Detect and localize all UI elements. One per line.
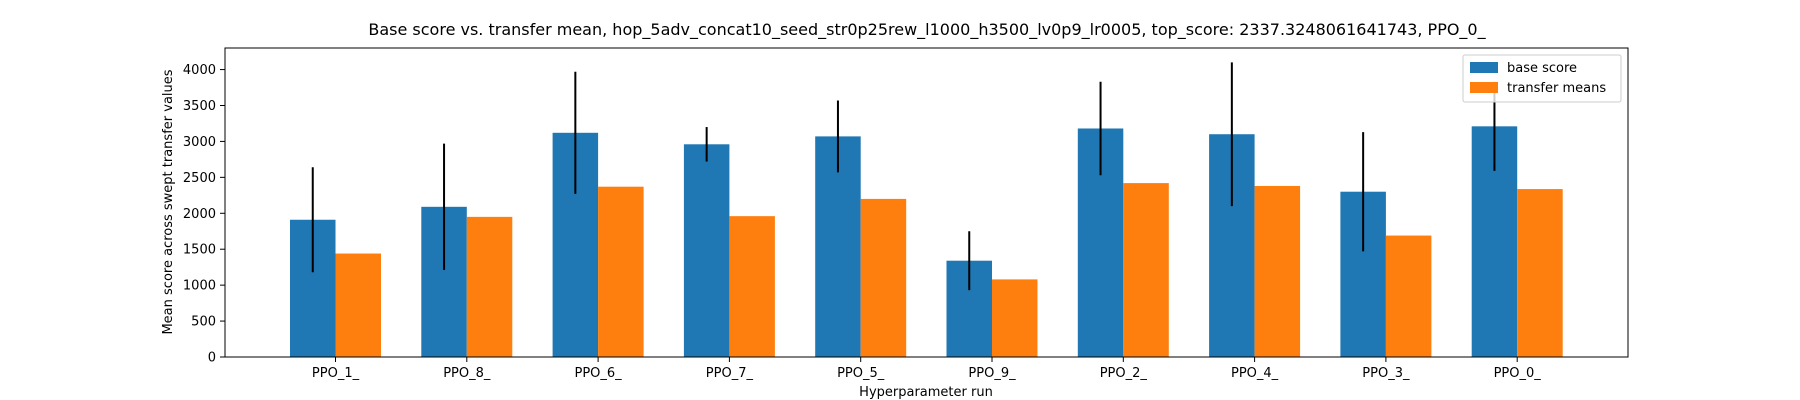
y-tick-label: 4000 bbox=[183, 63, 216, 78]
y-tick-label: 3000 bbox=[183, 135, 216, 150]
x-tick-label: PPO_2_ bbox=[1100, 366, 1148, 381]
x-tick-label: PPO_6_ bbox=[575, 366, 623, 381]
y-axis-label: Mean score across swept transfer values bbox=[161, 69, 176, 334]
plot-frame bbox=[224, 47, 1629, 358]
x-tick-label: PPO_1_ bbox=[312, 366, 360, 381]
bar-transfer-means-PPO_3_ bbox=[1385, 235, 1432, 357]
y-tick-label: 3500 bbox=[183, 99, 216, 114]
bar-transfer-means-PPO_0_ bbox=[1517, 189, 1563, 357]
bar-transfer-means-PPO_5_ bbox=[860, 198, 907, 357]
x-tick-label: PPO_7_ bbox=[706, 366, 754, 381]
bar-transfer-means-PPO_6_ bbox=[598, 186, 644, 357]
legend-label-base-score: base score bbox=[1507, 61, 1577, 76]
plot-area bbox=[290, 62, 1563, 357]
x-axis-label: Hyperparameter run bbox=[859, 385, 993, 400]
bar-transfer-means-PPO_9_ bbox=[992, 279, 1038, 357]
bar-base-score-PPO_5_ bbox=[815, 136, 861, 357]
y-tick-label: 2500 bbox=[183, 171, 216, 186]
legend-swatch-transfer-means bbox=[1470, 82, 1498, 93]
x-tick-label: PPO_3_ bbox=[1362, 366, 1410, 381]
legend: base score transfer means bbox=[1462, 54, 1622, 103]
x-tick-label: PPO_8_ bbox=[443, 366, 491, 381]
y-tick-label: 0 bbox=[208, 351, 216, 366]
x-tick-label: PPO_5_ bbox=[837, 366, 885, 381]
legend-swatch-base-score bbox=[1470, 62, 1498, 73]
y-tick-label: 1000 bbox=[183, 279, 216, 294]
bar-transfer-means-PPO_1_ bbox=[335, 253, 381, 357]
legend-box bbox=[1462, 54, 1622, 103]
bar-transfer-means-PPO_2_ bbox=[1123, 183, 1169, 357]
y-tick-label: 500 bbox=[191, 315, 216, 330]
x-tick-label: PPO_0_ bbox=[1494, 366, 1542, 381]
y-tick-label: 1500 bbox=[183, 243, 216, 258]
bar-base-score-PPO_7_ bbox=[683, 144, 730, 357]
x-tick-label: PPO_9_ bbox=[968, 366, 1016, 381]
y-tick-label: 2000 bbox=[183, 207, 216, 222]
chart-title: Base score vs. transfer mean, hop_5adv_c… bbox=[368, 20, 1486, 40]
y-axis: 0 500 1000 1500 2000 2500 3000 3500 4000 bbox=[183, 63, 225, 366]
bar-transfer-means-PPO_7_ bbox=[729, 216, 775, 357]
x-axis: PPO_1_ PPO_8_ PPO_6_ PPO_7_ PPO_5_ PPO_9_ PPO_… bbox=[312, 357, 1541, 381]
bar-transfer-means-PPO_4_ bbox=[1254, 185, 1301, 357]
x-tick-label: PPO_4_ bbox=[1231, 366, 1279, 381]
bar-transfer-means-PPO_8_ bbox=[466, 216, 513, 357]
legend-label-transfer-means: transfer means bbox=[1507, 81, 1606, 96]
